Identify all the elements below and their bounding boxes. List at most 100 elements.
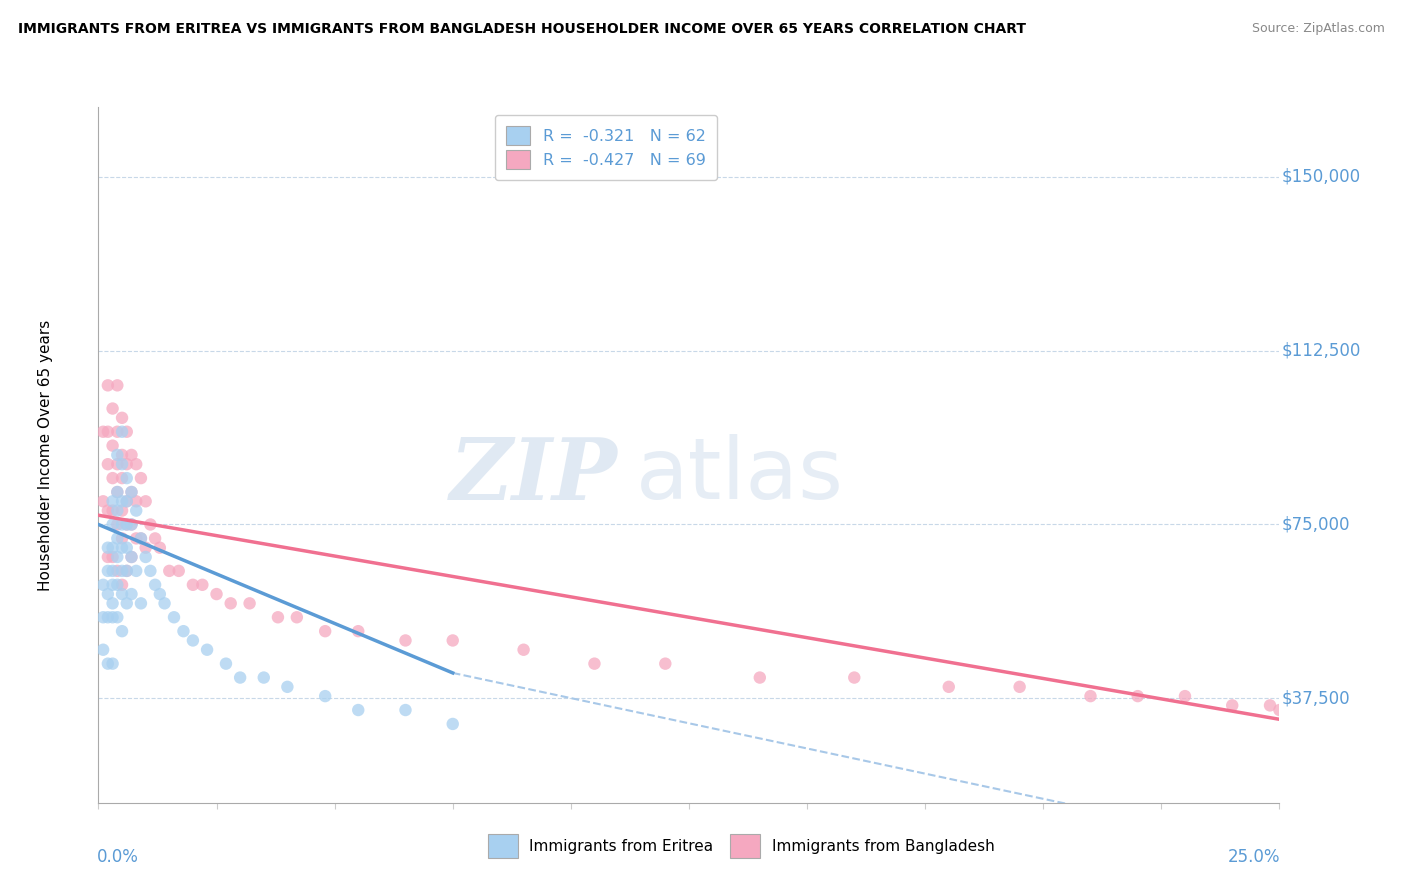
Point — [125, 503, 148, 517]
Text: Immigrants from Bangladesh: Immigrants from Bangladesh — [772, 839, 994, 855]
Point — [111, 503, 134, 517]
Point — [105, 448, 128, 462]
Point — [105, 532, 128, 546]
Point — [97, 457, 120, 471]
Point — [1008, 680, 1031, 694]
Point — [139, 517, 162, 532]
Point — [115, 425, 138, 439]
Text: $150,000: $150,000 — [1282, 168, 1361, 186]
Point — [129, 471, 152, 485]
Point — [285, 610, 308, 624]
Legend: R =  -0.321   N = 62, R =  -0.427   N = 69: R = -0.321 N = 62, R = -0.427 N = 69 — [495, 115, 717, 180]
Point — [129, 532, 152, 546]
Point — [97, 564, 120, 578]
Point — [205, 587, 228, 601]
Point — [153, 596, 176, 610]
FancyBboxPatch shape — [730, 834, 759, 858]
Point — [938, 680, 960, 694]
Text: IMMIGRANTS FROM ERITREA VS IMMIGRANTS FROM BANGLADESH HOUSEHOLDER INCOME OVER 65: IMMIGRANTS FROM ERITREA VS IMMIGRANTS FR… — [18, 22, 1026, 37]
Point — [105, 517, 128, 532]
Point — [135, 541, 157, 555]
Point — [101, 517, 124, 532]
Point — [97, 541, 120, 555]
Point — [115, 564, 138, 578]
Point — [1220, 698, 1243, 713]
Point — [97, 549, 120, 564]
Point — [111, 532, 134, 546]
Point — [1174, 689, 1197, 703]
Point — [101, 596, 124, 610]
Point — [101, 549, 124, 564]
Point — [105, 457, 128, 471]
Point — [101, 578, 124, 592]
Point — [149, 541, 172, 555]
Point — [143, 532, 166, 546]
Point — [844, 671, 866, 685]
Point — [97, 425, 120, 439]
Point — [111, 587, 134, 601]
Point — [101, 657, 124, 671]
Point — [163, 610, 186, 624]
Text: $112,500: $112,500 — [1282, 342, 1361, 359]
Point — [111, 410, 134, 425]
Point — [111, 448, 134, 462]
Point — [129, 532, 152, 546]
Point — [115, 517, 138, 532]
Text: $37,500: $37,500 — [1282, 690, 1350, 707]
Point — [97, 657, 120, 671]
Point — [115, 457, 138, 471]
Point — [181, 633, 204, 648]
Point — [101, 471, 124, 485]
Point — [167, 564, 190, 578]
Text: ZIP: ZIP — [450, 434, 619, 517]
Point — [253, 671, 276, 685]
Point — [115, 564, 138, 578]
Point — [143, 578, 166, 592]
Point — [111, 494, 134, 508]
Point — [111, 425, 134, 439]
Point — [91, 642, 114, 657]
Point — [115, 517, 138, 532]
Point — [347, 624, 370, 639]
Point — [97, 610, 120, 624]
FancyBboxPatch shape — [488, 834, 517, 858]
Point — [105, 610, 128, 624]
Point — [105, 578, 128, 592]
Text: 25.0%: 25.0% — [1229, 848, 1281, 866]
Point — [195, 642, 218, 657]
Point — [111, 471, 134, 485]
Point — [111, 578, 134, 592]
Point — [125, 494, 148, 508]
Text: Immigrants from Eritrea: Immigrants from Eritrea — [530, 839, 714, 855]
Point — [121, 549, 143, 564]
Point — [91, 494, 114, 508]
Point — [101, 564, 124, 578]
Point — [115, 494, 138, 508]
Point — [748, 671, 770, 685]
Text: Householder Income Over 65 years: Householder Income Over 65 years — [38, 319, 53, 591]
Point — [215, 657, 238, 671]
Point — [105, 485, 128, 500]
Point — [105, 549, 128, 564]
Text: Source: ZipAtlas.com: Source: ZipAtlas.com — [1251, 22, 1385, 36]
Point — [101, 610, 124, 624]
Point — [181, 578, 204, 592]
Point — [441, 717, 464, 731]
Point — [394, 633, 416, 648]
Point — [129, 596, 152, 610]
Point — [125, 532, 148, 546]
Point — [1080, 689, 1102, 703]
Point — [1126, 689, 1149, 703]
Point — [91, 425, 114, 439]
Point — [101, 503, 124, 517]
Point — [654, 657, 676, 671]
Point — [97, 378, 120, 392]
Point — [512, 642, 534, 657]
Point — [121, 587, 143, 601]
Point — [1258, 698, 1281, 713]
Point — [105, 378, 128, 392]
Point — [125, 457, 148, 471]
Point — [121, 517, 143, 532]
Point — [219, 596, 242, 610]
Point — [1268, 703, 1291, 717]
